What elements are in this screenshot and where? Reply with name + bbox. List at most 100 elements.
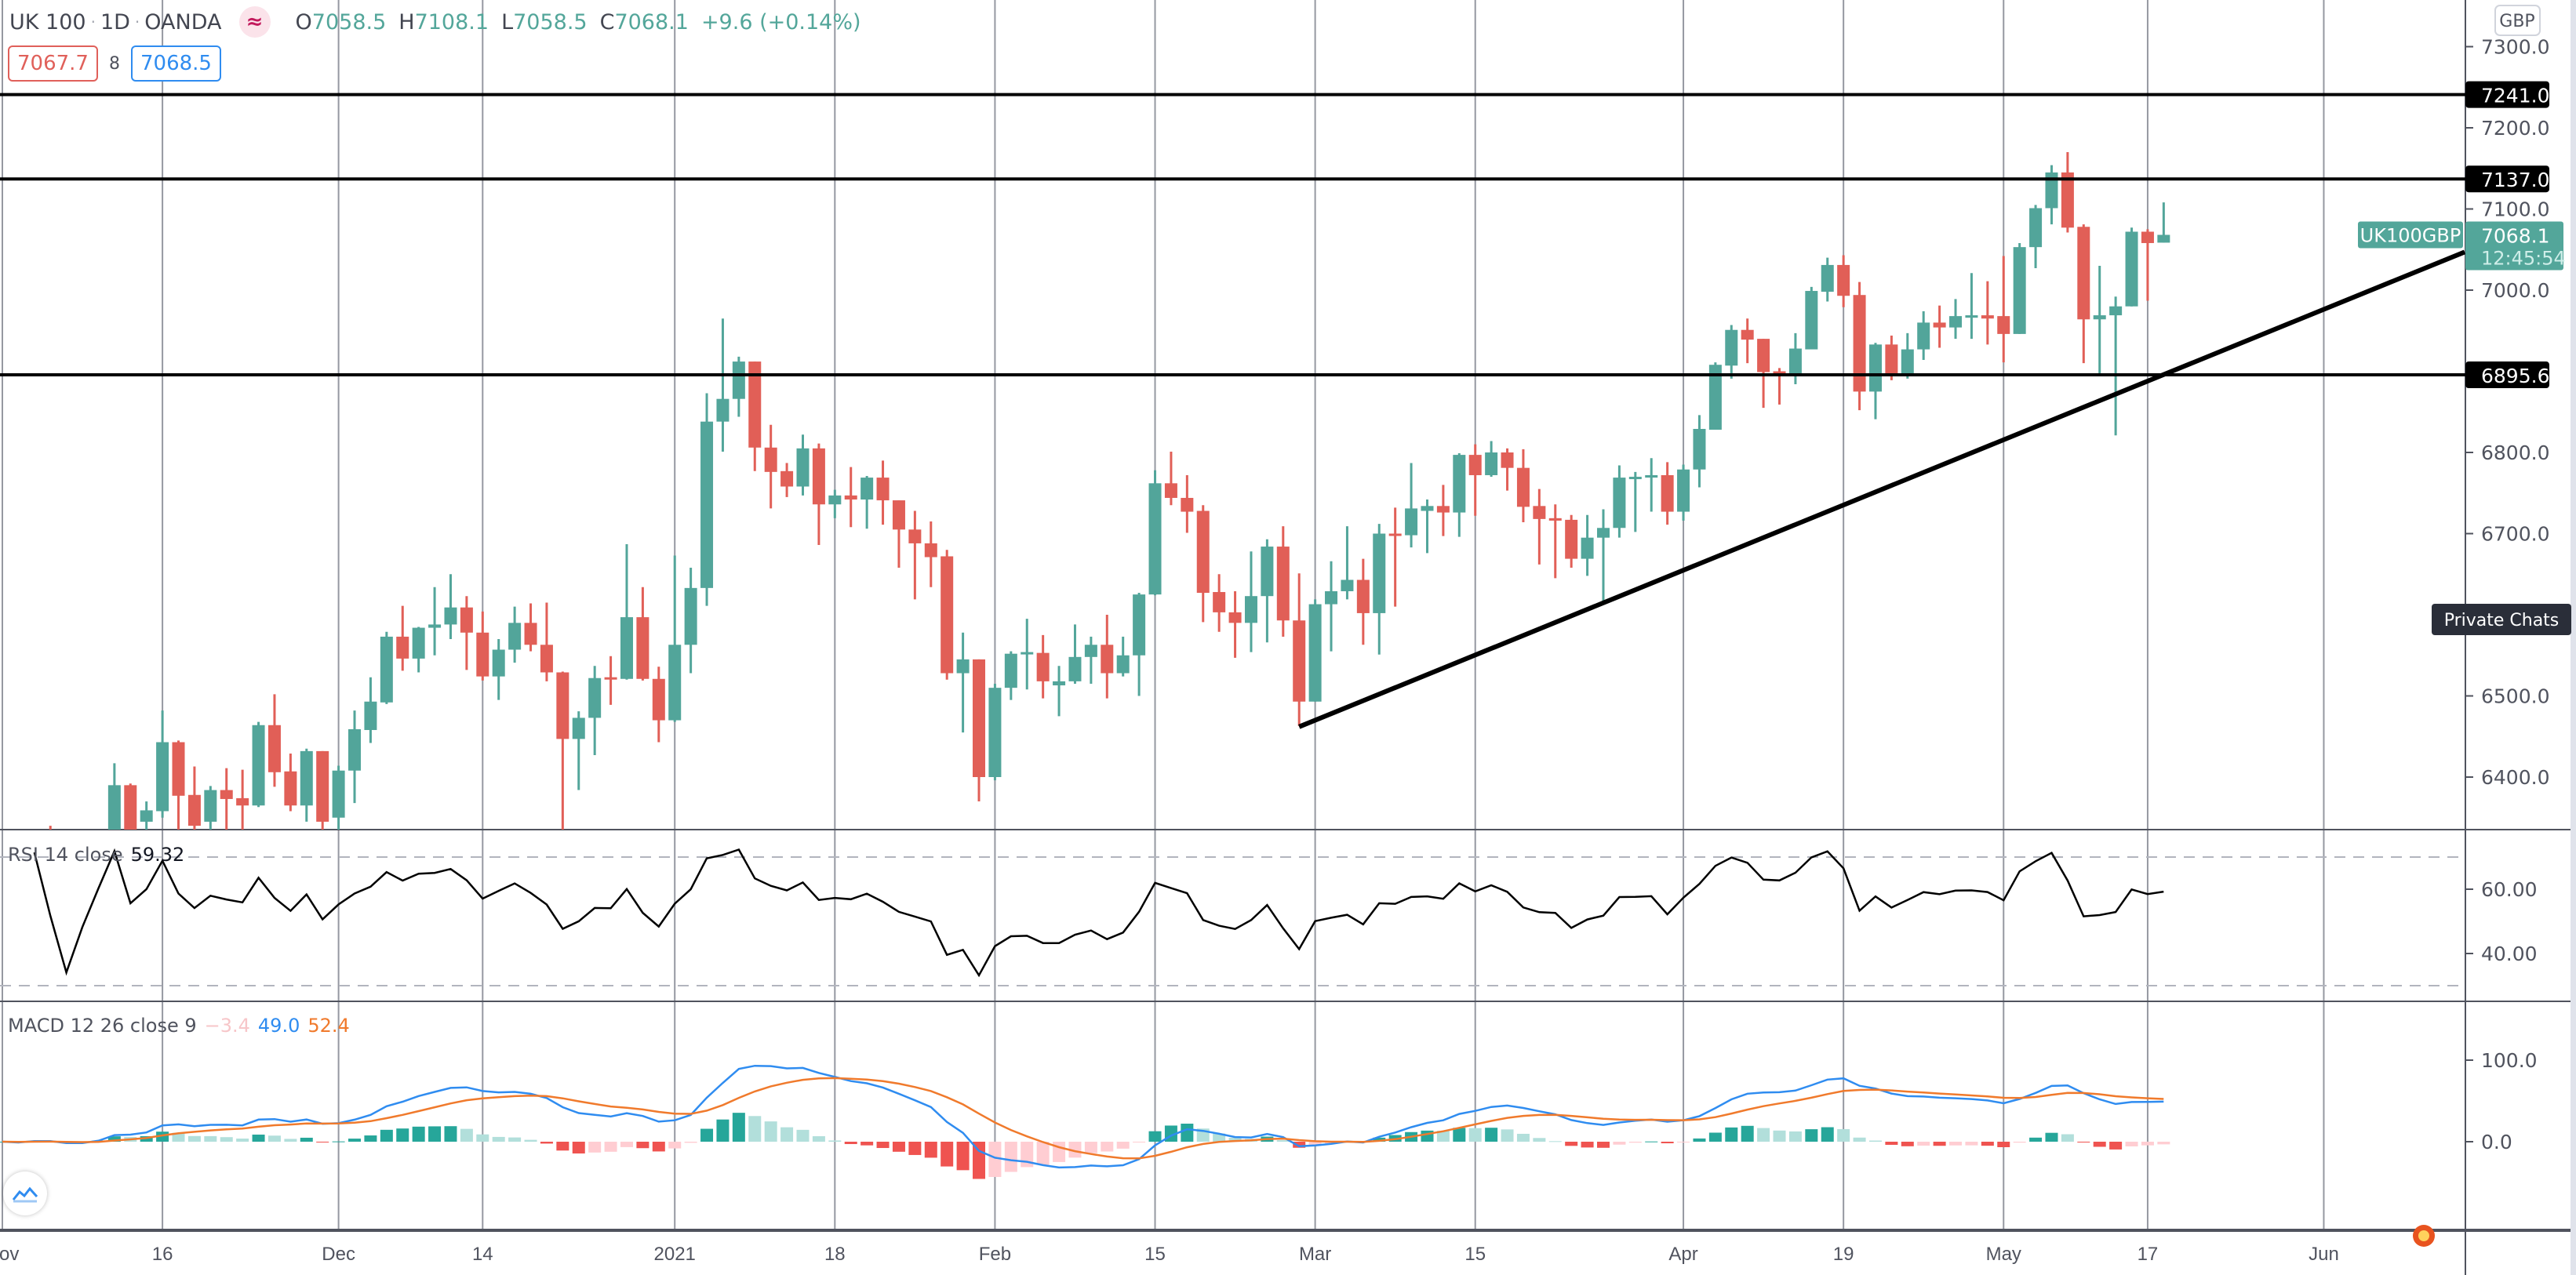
time-tick-label: Nov	[0, 1244, 19, 1265]
candle-body	[1164, 483, 1177, 498]
macd-histogram-bar	[876, 1142, 890, 1149]
candle-body	[572, 717, 585, 739]
candle-body	[1356, 579, 1370, 613]
macd-histogram-bar	[700, 1128, 714, 1142]
price-tick-label: 7200.0	[2481, 117, 2549, 140]
candle	[412, 627, 425, 673]
candle	[1949, 299, 1963, 340]
candle-body	[684, 587, 697, 645]
macd-pane[interactable]	[0, 1064, 2170, 1179]
candle	[973, 659, 986, 802]
candle	[300, 748, 313, 822]
time-tick-label: Apr	[1668, 1244, 1697, 1265]
sell-button[interactable]: 7067.7	[8, 45, 98, 82]
candle-body	[236, 797, 249, 806]
candle	[876, 460, 890, 525]
candle-body	[1228, 612, 1242, 623]
candle	[1388, 507, 1402, 607]
candle-body	[1341, 579, 1354, 591]
macd-histogram-bar	[1325, 1142, 1338, 1144]
candle	[1308, 599, 1322, 702]
candle-body	[1837, 264, 1850, 296]
candle	[1501, 448, 1514, 491]
macd-histogram-bar	[1373, 1137, 1386, 1142]
candle-body	[124, 785, 137, 830]
currency-button[interactable]	[2494, 5, 2541, 36]
exchange: OANDA	[144, 9, 222, 35]
level-price-label	[2465, 165, 2549, 193]
candle	[652, 667, 665, 743]
macd-legend[interactable]: MACD 12 26 close 9 −3.4 49.0 52.4	[8, 1015, 350, 1037]
candle-body	[668, 645, 682, 721]
macd-histogram-bar	[396, 1128, 409, 1142]
macd-histogram-bar	[1068, 1142, 1082, 1158]
macd-histogram-bar	[508, 1137, 522, 1142]
macd-histogram-bar	[604, 1142, 617, 1152]
low-label: L	[501, 9, 514, 35]
time-tick-label: 14	[472, 1244, 493, 1265]
candle	[828, 489, 842, 518]
candle-body	[1261, 547, 1274, 597]
cloud-chart-icon[interactable]	[3, 1171, 47, 1215]
rsi-pane[interactable]	[0, 848, 2465, 986]
macd-histogram-bar	[1901, 1142, 1914, 1146]
macd-histogram-bar	[1661, 1142, 1674, 1144]
candle	[2109, 296, 2123, 436]
macd-histogram-bar	[444, 1126, 457, 1142]
candle-body	[332, 770, 345, 818]
candle	[508, 606, 522, 663]
candle-body	[1597, 528, 1610, 538]
candle	[1628, 471, 1642, 532]
candle-body	[1868, 344, 1882, 392]
candle	[1901, 332, 1914, 379]
candle-body	[1661, 474, 1674, 512]
candle-body	[860, 478, 874, 500]
price-pane[interactable]	[0, 93, 2465, 903]
high-value: 7108.1	[414, 9, 489, 35]
candle	[204, 786, 217, 830]
rsi-legend[interactable]: RSI 14 close 59.32	[8, 844, 184, 866]
candle	[1933, 305, 1946, 348]
candle	[1645, 458, 1658, 512]
trend-line[interactable]	[1298, 249, 2465, 729]
candle	[1356, 558, 1370, 645]
candle-body	[1901, 349, 1914, 374]
macd-histogram-bar	[1084, 1142, 1097, 1153]
separator: ·	[134, 13, 140, 31]
macd-histogram-bar	[1981, 1142, 1994, 1146]
macd-histogram-bar	[2061, 1134, 2074, 1142]
macd-histogram-bar	[1693, 1138, 1706, 1142]
candle	[267, 694, 281, 787]
candle	[540, 602, 553, 681]
candle	[1373, 524, 1386, 655]
candle-body	[524, 623, 537, 645]
high-label: H	[398, 9, 415, 35]
macd-histogram-bar	[748, 1116, 762, 1142]
candle-body	[428, 624, 442, 628]
indicator-badge-icon[interactable]: ≈	[238, 6, 271, 38]
candle-body	[1613, 478, 1626, 529]
candle	[348, 710, 362, 804]
candle-body	[1773, 371, 1786, 374]
candle-body	[1068, 656, 1082, 681]
macd-histogram-bar	[764, 1121, 777, 1142]
time-tick-label: 2021	[654, 1244, 696, 1265]
candle-body	[1244, 596, 1257, 623]
macd-histogram-bar	[187, 1135, 201, 1142]
change-value: +9.6 (+0.14%)	[700, 9, 861, 35]
candle-body	[716, 398, 730, 422]
candle-body	[620, 617, 633, 679]
candle	[604, 656, 617, 705]
buy-button[interactable]: 7068.5	[130, 45, 221, 82]
candle-body	[1181, 497, 1194, 512]
candle-body	[844, 495, 857, 500]
candle	[140, 801, 153, 830]
candle-body	[1021, 652, 1034, 655]
symbol-name[interactable]: UK 100	[9, 9, 86, 35]
candle	[364, 677, 377, 743]
macd-histogram-bar	[1565, 1142, 1578, 1146]
candle	[924, 521, 937, 587]
candle-body	[1628, 477, 1642, 480]
interval[interactable]: 1D	[100, 9, 130, 35]
